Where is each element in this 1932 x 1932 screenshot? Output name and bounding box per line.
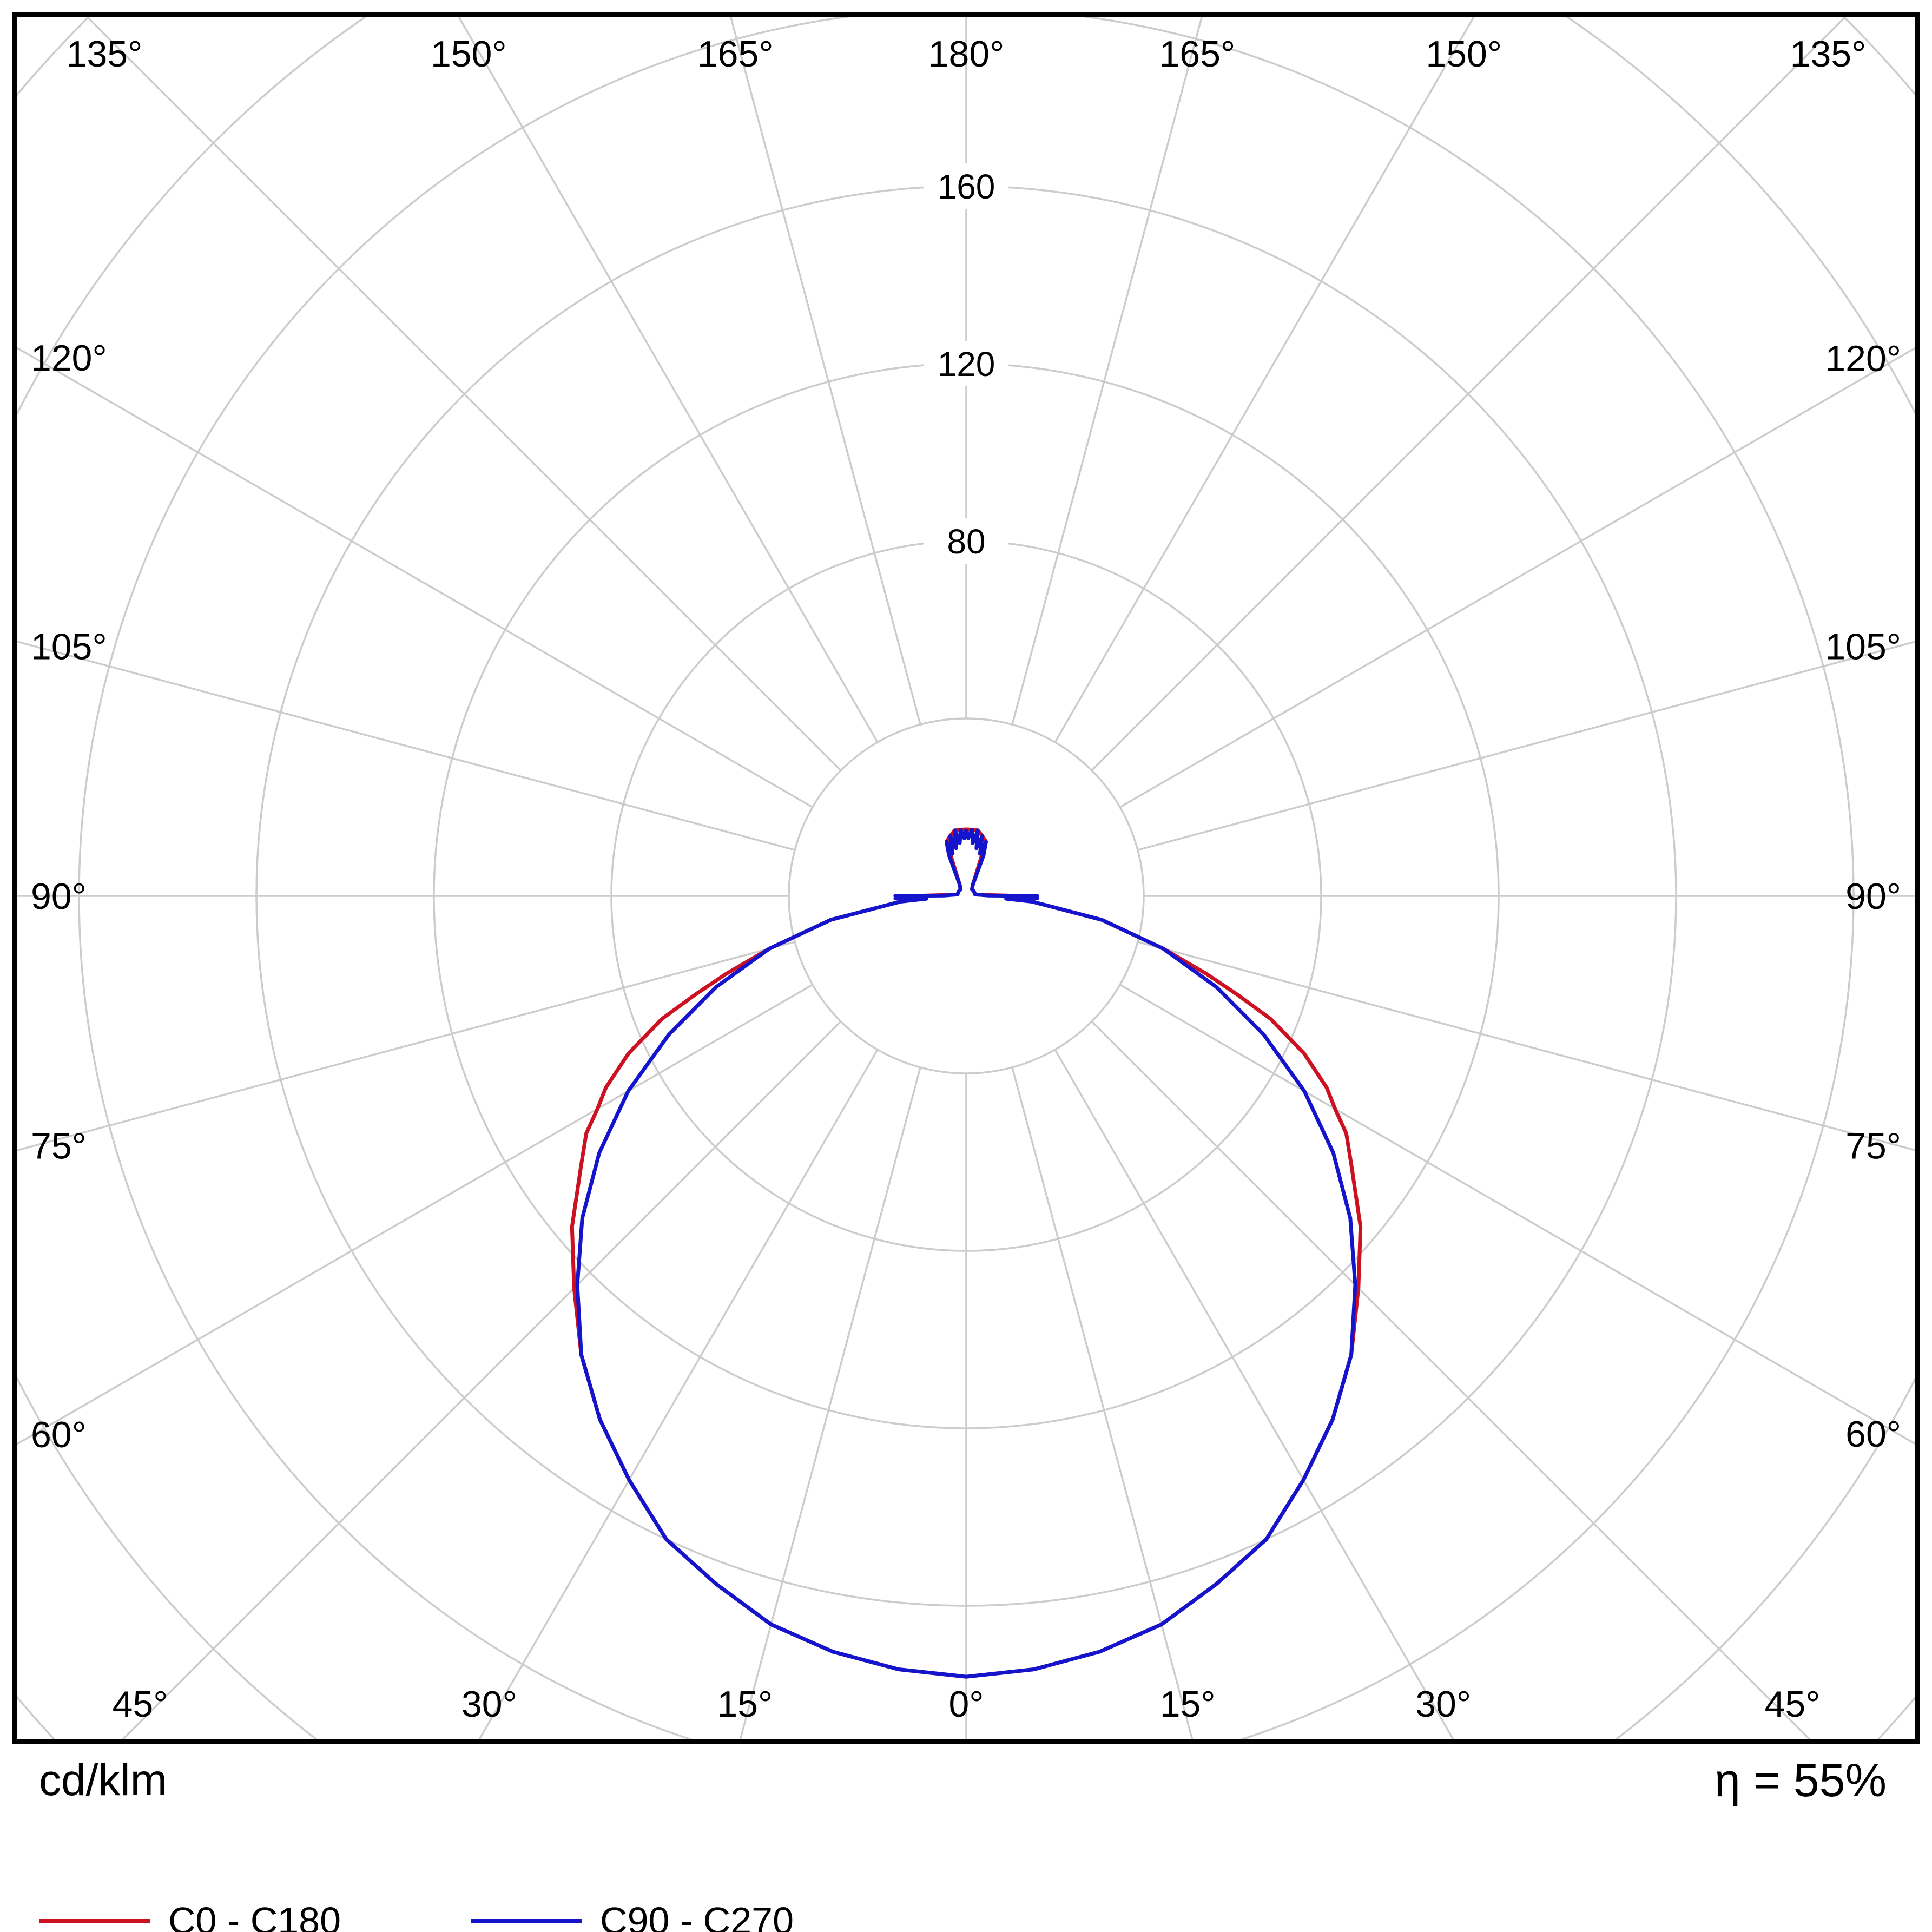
angle-tick-labels: 0° 15° 15° 30° 30° 45° 45° 60° 60° 75° 75° 90° 90° 10… [31,34,1901,1725]
angle-tick-label: 15° [717,1684,773,1725]
polar-grid-ray [729,17,921,725]
polar-grid-ray [1011,1067,1194,1739]
legend-row: C0 - C180 C90 - C270 [39,1899,794,1932]
angle-tick-label: 165° [697,34,774,75]
polar-grid-ray [1054,17,1475,743]
polar-grid-ray [1091,17,1847,772]
polar-grid-ray [1054,1049,1455,1739]
angle-tick-label: 105° [1825,627,1901,668]
angle-tick-label: 135° [1790,34,1867,75]
angle-tick-label: 150° [431,34,507,75]
polar-grid-ray [1091,1020,1811,1739]
angle-tick-label: 30° [1415,1684,1471,1725]
curves [570,827,1363,1679]
polar-grid-ray [1119,984,1915,1445]
polar-grid-ray [1137,641,1915,851]
angle-tick-label: 90° [31,876,87,917]
legend-area: cd/klm η = 55% C0 - C180 C90 - C270 [0,1746,1932,1932]
angle-tick-label: 90° [1845,876,1901,917]
polar-grid-ray [1137,941,1915,1151]
angle-tick-label: 75° [1845,1125,1901,1166]
polar-grid-ray [121,1020,842,1739]
angle-tick-label: 120° [1825,338,1901,379]
polar-grid-ray [17,984,813,1446]
polar-grid-ray [17,640,795,851]
radial-tick-label: 120 [938,345,995,384]
polar-grid-ray [739,1067,921,1739]
c0-c180-label: C0 - C180 [168,1900,341,1932]
angle-tick-label: 60° [1845,1414,1901,1455]
radial-tick-labels: 80 120 160 [924,163,1008,564]
c90-c270-label: C90 - C270 [600,1900,794,1932]
angle-tick-label: 165° [1159,34,1236,75]
angle-tick-label: 75° [31,1126,87,1167]
angle-tick-label: 60° [31,1414,87,1455]
angle-tick-label: 180° [928,34,1005,75]
angle-tick-label: 45° [113,1684,168,1725]
polar-grid-ray [17,346,813,808]
angle-tick-label: 150° [1426,34,1502,75]
polar-grid-ray [1119,347,1915,808]
polar-grid-ray [1011,17,1203,725]
angle-tick-label: 0° [948,1684,984,1725]
polar-grid-ray [478,1049,879,1739]
radial-tick-label: 160 [938,167,995,206]
angle-tick-label: 45° [1765,1684,1821,1725]
radial-tick-label: 80 [947,522,985,561]
angle-tick-label: 30° [461,1684,517,1725]
angle-tick-label: 15° [1160,1684,1216,1725]
c0-c180-line-swatch [39,1918,150,1923]
angle-tick-label: 105° [31,626,107,667]
c90-c270-line-swatch [471,1918,582,1923]
polar-grid-circle [788,717,1145,1074]
efficiency-value: η = 55% [1715,1755,1887,1806]
radial-unit-label: cd/klm [39,1756,167,1805]
polar-grid-ray [457,17,879,743]
angle-tick-label: 120° [31,338,107,379]
c90-c270-curve [575,828,1357,1679]
plot-frame [12,12,1920,1744]
polar-grid-ray [85,17,842,772]
angle-tick-label: 135° [67,34,143,75]
polar-grid-ray [17,941,795,1152]
